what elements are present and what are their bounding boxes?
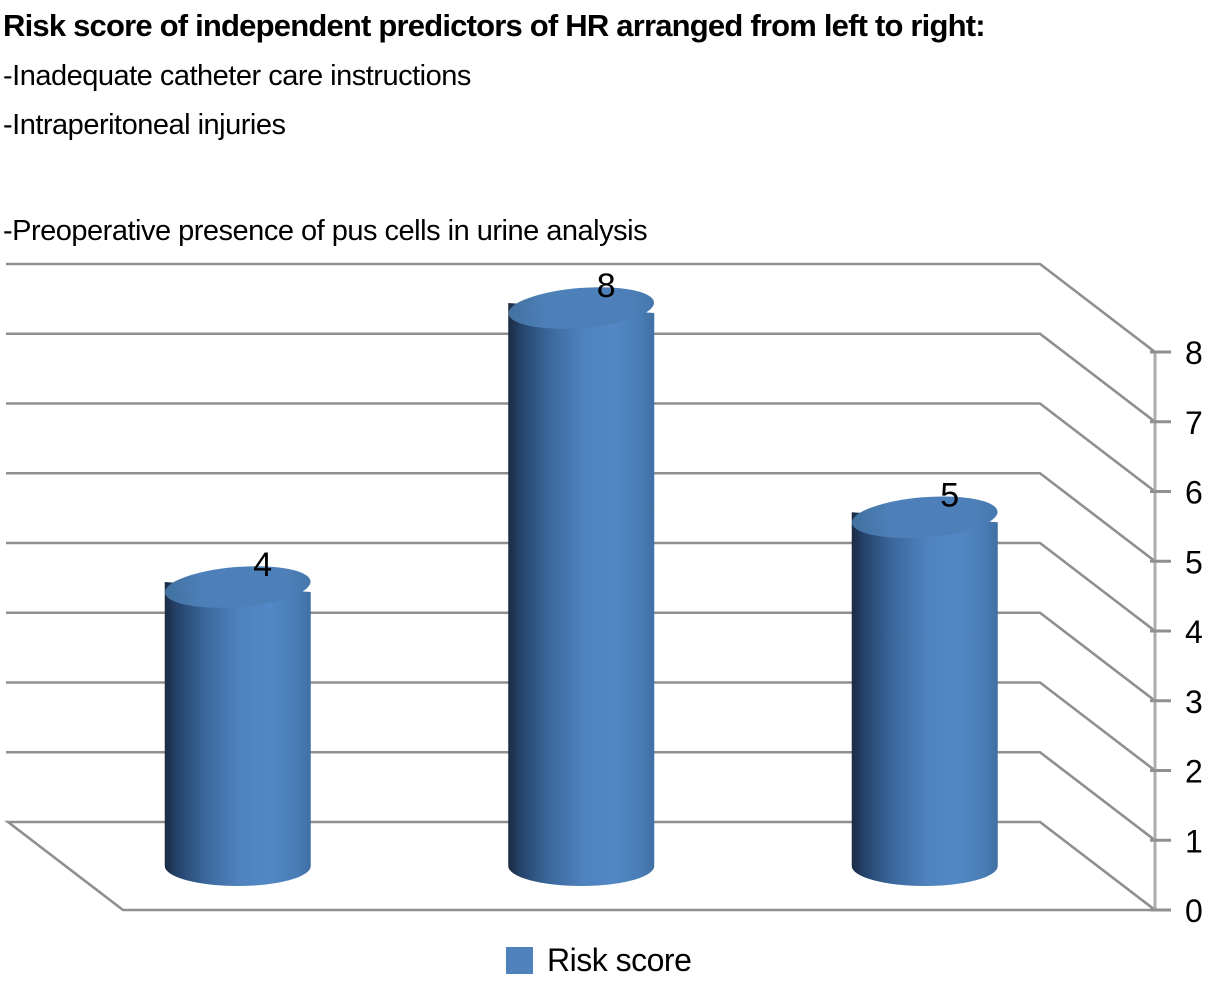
chart-title: Risk score of independent predictors of …: [3, 8, 986, 43]
grid-line: [6, 681, 1156, 772]
cylinder-bar: [508, 287, 655, 886]
grid-line: [6, 611, 1156, 702]
grid-layer: [4, 262, 1171, 912]
legend: Risk score: [506, 942, 692, 978]
y-axis-tick-label: 2: [1185, 754, 1203, 790]
bar-layer: [164, 287, 998, 886]
cylinder-body: [508, 303, 655, 886]
cylinder-bar: [851, 496, 998, 886]
grid-line: [6, 750, 1156, 842]
y-axis-tick-label: 0: [1185, 893, 1203, 929]
predictor-line-1: -Inadequate catheter care instructions: [3, 59, 471, 92]
bar-data-label: 5: [940, 476, 959, 514]
cylinder-body: [851, 512, 998, 886]
y-axis-tick-label: 8: [1185, 335, 1203, 371]
y-axis-tick-label: 1: [1185, 823, 1203, 859]
cylinder-top-face: [164, 566, 311, 608]
cylinder-top-face: [508, 287, 655, 329]
y-axis-tick-label: 5: [1185, 544, 1203, 580]
grid-line: [6, 471, 1156, 563]
y-axis-tick-label: 3: [1185, 684, 1203, 720]
chart-header: Risk score of independent predictors of …: [3, 8, 1203, 249]
grid-line: [6, 262, 1156, 354]
bar-data-label: 4: [253, 546, 272, 584]
grid-line: [6, 402, 1156, 493]
predictor-line-2: -Intraperitoneal injuries: [3, 109, 286, 142]
y-axis-tick-label: 6: [1185, 475, 1203, 511]
label-layer: 0 1 2 3 4 5 6 7 8 4 8 5: [253, 267, 1203, 929]
grid-line: [6, 332, 1156, 423]
cylinder-body: [164, 582, 311, 886]
legend-swatch: [506, 946, 533, 974]
predictor-line-3: -Preoperative presence of pus cells in u…: [3, 215, 648, 248]
y-axis-tick-label: 4: [1185, 614, 1203, 650]
grid-line: [6, 541, 1156, 633]
cylinder-top-face: [851, 496, 998, 538]
bar-data-label: 8: [597, 267, 616, 305]
y-axis-tick-label: 7: [1185, 405, 1203, 441]
legend-label: Risk score: [547, 942, 692, 978]
cylinder-bar: [164, 566, 311, 886]
